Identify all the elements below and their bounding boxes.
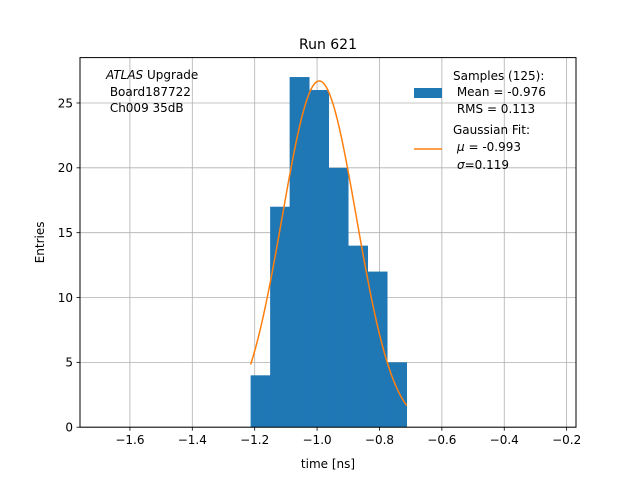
x-tick-label: −1.2: [240, 433, 269, 447]
histogram-bar: [309, 90, 330, 428]
sigma-value: =0.119: [465, 158, 509, 172]
x-tick-label: −0.8: [365, 433, 394, 447]
histogram-bar: [289, 77, 310, 428]
plot-frame: [79, 57, 577, 428]
legend-fit-sigma: σ=0.119: [457, 158, 509, 172]
x-tick-label: −0.2: [552, 433, 581, 447]
annotation-line-3: Ch009 35dB: [106, 101, 184, 115]
y-tick-label: 5: [65, 356, 73, 370]
y-tick-label: 0: [65, 421, 73, 435]
annotation-line-2: Board187722: [106, 85, 191, 99]
x-tick-label: −0.4: [490, 433, 519, 447]
sigma-symbol: σ: [457, 158, 465, 172]
annotation-atlas: ATLAS: [105, 68, 144, 82]
histogram-bars: [250, 77, 408, 428]
mu-symbol: μ: [456, 140, 465, 154]
legend-samples-line-1: Samples (125):: [453, 69, 544, 83]
y-tick-label: 10: [58, 291, 73, 305]
annotation-upgrade: Upgrade: [143, 68, 198, 82]
legend: Samples (125): Mean = -0.976 RMS = 0.113…: [414, 69, 546, 172]
histogram-bar: [367, 271, 388, 428]
annotation-line-1: ATLAS Upgrade: [105, 68, 198, 82]
histogram-bar: [328, 167, 349, 428]
run-annotation: ATLAS Upgrade Board187722 Ch009 35dB: [105, 68, 198, 115]
y-tick-label: 20: [58, 161, 73, 175]
legend-samples-line-3: RMS = 0.113: [453, 102, 535, 116]
x-axis-title: time [ns]: [301, 457, 355, 471]
legend-samples-line-2: Mean = -0.976: [453, 85, 546, 99]
legend-samples-swatch: [414, 88, 442, 98]
y-tick-label: 15: [58, 226, 73, 240]
chart-title: Run 621: [299, 37, 357, 53]
x-tick-label: −1.4: [178, 433, 207, 447]
y-axis-title: Entries: [33, 222, 47, 264]
legend-fit-line-1: Gaussian Fit:: [453, 123, 530, 137]
gaussian-fit: [249, 80, 408, 406]
y-axis-ticks: 0 5 10 15 20 25: [58, 96, 80, 435]
mu-value: = -0.993: [465, 140, 521, 154]
x-tick-label: −1.0: [303, 433, 332, 447]
gaussian-fit-curve: [249, 80, 408, 406]
histogram-bar: [250, 375, 271, 428]
histogram-bar: [270, 206, 291, 428]
y-tick-label: 25: [58, 96, 73, 110]
x-tick-label: −1.6: [115, 433, 144, 447]
legend-fit-mu: μ = -0.993: [456, 140, 521, 154]
x-tick-label: −0.6: [427, 433, 456, 447]
x-axis-ticks: −1.6 −1.4 −1.2 −1.0 −0.8 −0.6 −0.4 −0.2: [115, 427, 581, 447]
histogram-bar: [348, 245, 369, 428]
